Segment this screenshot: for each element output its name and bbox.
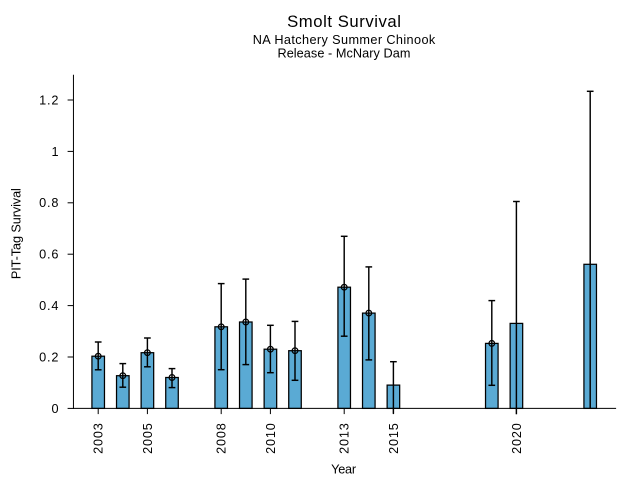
svg-text:2010: 2010	[264, 422, 278, 453]
svg-text:0.4: 0.4	[39, 299, 59, 313]
svg-text:Release - McNary Dam: Release - McNary Dam	[277, 47, 410, 61]
svg-text:2005: 2005	[141, 422, 155, 453]
svg-text:NA Hatchery Summer Chinook: NA Hatchery Summer Chinook	[253, 33, 436, 47]
svg-text:PIT-Tag Survival: PIT-Tag Survival	[10, 188, 24, 279]
svg-text:Year: Year	[331, 463, 357, 477]
svg-text:1.2: 1.2	[39, 93, 59, 107]
svg-text:0: 0	[52, 402, 59, 416]
svg-text:Smolt Survival: Smolt Survival	[287, 12, 401, 31]
svg-text:2015: 2015	[387, 422, 401, 453]
svg-text:2020: 2020	[510, 422, 524, 453]
svg-text:2003: 2003	[92, 422, 106, 453]
svg-text:0.2: 0.2	[39, 350, 59, 364]
svg-text:0.6: 0.6	[39, 248, 59, 262]
svg-text:2008: 2008	[215, 422, 229, 453]
svg-text:2013: 2013	[338, 422, 352, 453]
svg-text:1: 1	[52, 145, 59, 159]
svg-text:0.8: 0.8	[39, 196, 59, 210]
